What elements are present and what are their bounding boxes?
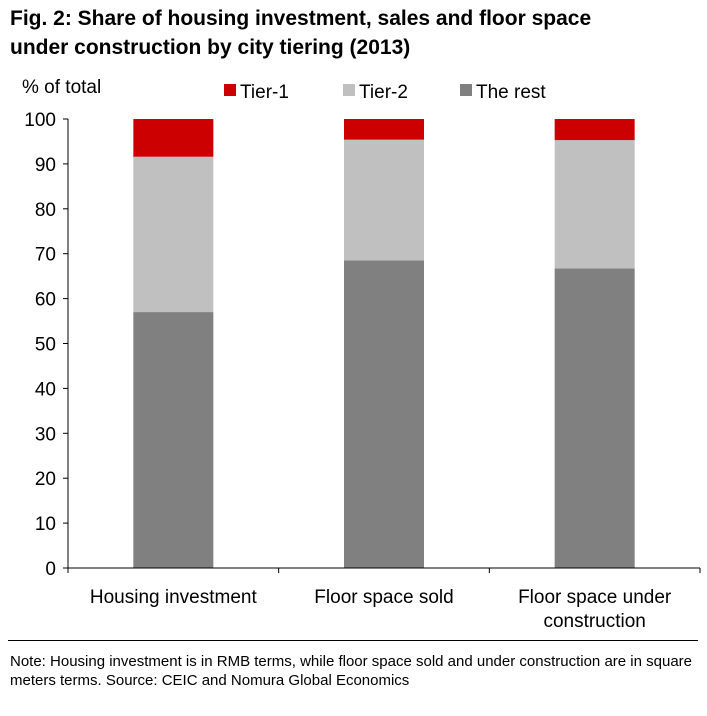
legend-label: Tier-1 — [240, 82, 289, 103]
legend: Tier-1 Tier-2 The rest — [224, 82, 546, 103]
y-tick-label: 100 — [24, 110, 56, 131]
y-tick-label: 40 — [35, 379, 56, 400]
axes — [63, 118, 701, 573]
y-tick-label: 90 — [35, 155, 56, 176]
legend-swatch — [343, 84, 355, 96]
x-tick-label: Housing investment — [90, 587, 258, 608]
y-tick-label: 0 — [45, 559, 56, 580]
x-tick-labels: Housing investment Floor space sold Floor … — [90, 587, 672, 632]
stacked-bar-chart: % of total Tier-1 Tier-2 The rest 0 10 20 30 4… — [22, 77, 701, 632]
bar-segment-tier-1 — [554, 119, 635, 141]
bars — [133, 119, 635, 568]
y-tick-label: 10 — [35, 514, 56, 535]
bar-segment-tier-1 — [344, 119, 424, 140]
legend-swatch — [224, 84, 236, 96]
bar-segment-the-rest — [344, 260, 424, 568]
y-tick-label: 50 — [35, 335, 56, 356]
x-tick-label: Floor space sold — [314, 587, 453, 608]
y-tick-label: 20 — [35, 469, 56, 490]
chart-title-line-1: Fig. 2: Share of housing investment, sal… — [10, 7, 592, 30]
y-tick-label: 70 — [35, 245, 56, 266]
x-tick-label: Floor space under — [518, 587, 672, 608]
y-tick-label: 60 — [35, 290, 56, 311]
legend-label: The rest — [476, 82, 546, 103]
bar-segment-tier-2 — [344, 139, 424, 261]
footer-divider — [8, 640, 698, 641]
legend-swatch — [460, 84, 472, 96]
x-tick-label: construction — [543, 611, 645, 632]
y-tick-label: 30 — [35, 424, 56, 445]
chart-title-line-2: under construction by city tiering (2013… — [10, 36, 411, 59]
legend-label: Tier-2 — [359, 82, 408, 103]
footnote: Note: Housing investment is in RMB terms… — [10, 653, 692, 689]
chart-title: Fig. 2: Share of housing investment, sal… — [10, 4, 700, 62]
bar-segment-tier-2 — [133, 156, 214, 313]
y-tick-labels: 0 10 20 30 40 50 60 70 80 90 100 — [24, 110, 56, 580]
y-axis-label: % of total — [22, 77, 101, 98]
bar-segment-tier-1 — [133, 119, 214, 157]
bar-segment-the-rest — [133, 312, 214, 568]
y-tick-label: 80 — [35, 200, 56, 221]
bar-segment-tier-2 — [554, 140, 635, 269]
bar-segment-the-rest — [554, 268, 635, 568]
